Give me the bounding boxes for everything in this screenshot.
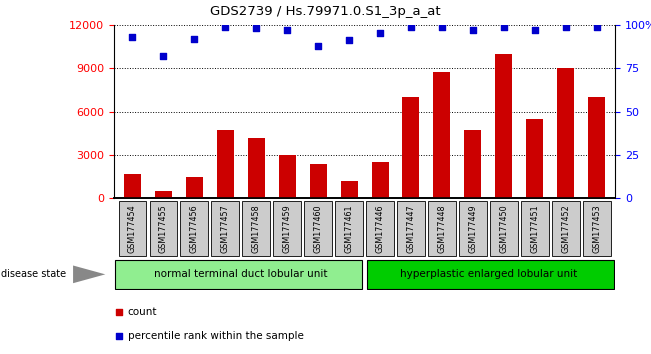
FancyBboxPatch shape <box>118 201 146 256</box>
FancyBboxPatch shape <box>335 201 363 256</box>
Text: GDS2739 / Hs.79971.0.S1_3p_a_at: GDS2739 / Hs.79971.0.S1_3p_a_at <box>210 5 441 18</box>
Point <box>189 36 200 41</box>
Point <box>251 25 262 31</box>
Text: GSM177459: GSM177459 <box>283 204 292 253</box>
FancyBboxPatch shape <box>212 201 240 256</box>
Point <box>158 53 169 59</box>
Point <box>591 24 602 29</box>
Bar <box>464 130 481 198</box>
Point <box>344 38 354 43</box>
Text: percentile rank within the sample: percentile rank within the sample <box>128 331 303 341</box>
Bar <box>495 54 512 198</box>
FancyBboxPatch shape <box>552 201 579 256</box>
Point <box>406 24 416 29</box>
Point <box>313 43 324 48</box>
Bar <box>372 162 389 198</box>
Text: GSM177447: GSM177447 <box>406 204 415 253</box>
Polygon shape <box>73 266 105 283</box>
Text: GSM177446: GSM177446 <box>376 204 385 253</box>
Text: GSM177455: GSM177455 <box>159 204 168 253</box>
FancyBboxPatch shape <box>304 201 332 256</box>
Text: GSM177458: GSM177458 <box>252 204 261 253</box>
FancyBboxPatch shape <box>242 201 270 256</box>
Point <box>499 24 509 29</box>
Text: GSM177453: GSM177453 <box>592 204 601 253</box>
Point <box>128 34 138 40</box>
FancyBboxPatch shape <box>115 260 362 289</box>
Text: disease state: disease state <box>1 269 66 279</box>
Point <box>375 30 385 36</box>
Point <box>561 24 571 29</box>
Bar <box>588 97 605 198</box>
Point <box>220 24 230 29</box>
FancyBboxPatch shape <box>150 201 177 256</box>
Bar <box>557 68 574 198</box>
Text: GSM177452: GSM177452 <box>561 204 570 253</box>
Bar <box>279 155 296 198</box>
Bar <box>526 119 543 198</box>
FancyBboxPatch shape <box>428 201 456 256</box>
Point <box>114 333 124 338</box>
Text: GSM177461: GSM177461 <box>344 204 353 253</box>
Text: GSM177460: GSM177460 <box>314 204 323 253</box>
FancyBboxPatch shape <box>273 201 301 256</box>
FancyBboxPatch shape <box>397 201 425 256</box>
Text: GSM177448: GSM177448 <box>437 204 447 253</box>
Bar <box>434 73 450 198</box>
Text: count: count <box>128 307 157 317</box>
Bar <box>217 130 234 198</box>
Bar <box>340 181 357 198</box>
FancyBboxPatch shape <box>459 201 487 256</box>
Bar <box>186 177 203 198</box>
Point <box>437 24 447 29</box>
Text: GSM177449: GSM177449 <box>468 204 477 253</box>
Point <box>529 27 540 33</box>
Bar <box>124 174 141 198</box>
FancyBboxPatch shape <box>367 260 614 289</box>
Text: GSM177451: GSM177451 <box>531 204 539 253</box>
FancyBboxPatch shape <box>366 201 394 256</box>
FancyBboxPatch shape <box>490 201 518 256</box>
Point <box>114 309 124 315</box>
Text: normal terminal duct lobular unit: normal terminal duct lobular unit <box>154 269 327 279</box>
FancyBboxPatch shape <box>180 201 208 256</box>
Bar <box>402 97 419 198</box>
Bar <box>248 138 265 198</box>
Point <box>467 27 478 33</box>
Text: hyperplastic enlarged lobular unit: hyperplastic enlarged lobular unit <box>400 269 577 279</box>
Text: GSM177454: GSM177454 <box>128 204 137 253</box>
Point <box>282 27 292 33</box>
Text: GSM177456: GSM177456 <box>190 204 199 253</box>
Text: GSM177450: GSM177450 <box>499 204 508 253</box>
Bar <box>310 164 327 198</box>
Bar <box>155 191 172 198</box>
FancyBboxPatch shape <box>521 201 549 256</box>
Text: GSM177457: GSM177457 <box>221 204 230 253</box>
FancyBboxPatch shape <box>583 201 611 256</box>
